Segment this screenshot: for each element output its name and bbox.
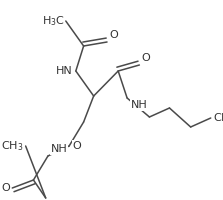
Text: H$_3$C: H$_3$C [42,14,65,28]
Text: O: O [142,53,150,63]
Text: O: O [1,183,10,193]
Text: NH: NH [130,100,147,110]
Text: CH$_3$: CH$_3$ [213,111,223,125]
Text: NH: NH [51,144,67,154]
Text: HN: HN [56,66,72,76]
Text: CH$_3$: CH$_3$ [1,139,23,153]
Text: O: O [109,30,118,40]
Text: O: O [72,141,81,151]
